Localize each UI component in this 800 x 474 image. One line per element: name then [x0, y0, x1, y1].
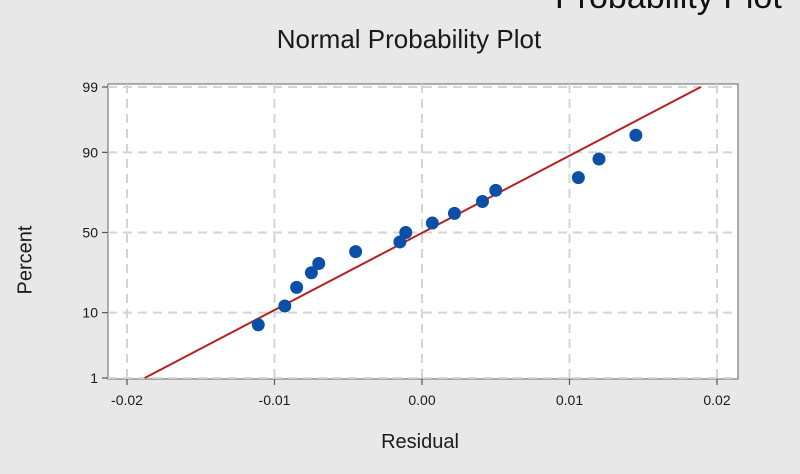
y-tick-label: 50 — [82, 225, 98, 241]
data-point — [447, 206, 461, 220]
data-point — [571, 171, 585, 185]
data-point — [251, 318, 265, 332]
data-point — [399, 226, 413, 239]
data-point — [425, 216, 439, 230]
data-point — [290, 280, 304, 294]
x-axis-label: Residual — [381, 431, 459, 453]
data-point — [592, 152, 606, 166]
data-point — [278, 299, 292, 313]
x-tick-label: 0.01 — [556, 392, 583, 408]
fit-line — [144, 86, 702, 379]
x-tick-label: 0.00 — [408, 392, 435, 408]
data-point — [349, 245, 363, 259]
cut-off-heading: Probability Plot — [555, 0, 782, 17]
x-tick-label: -0.01 — [259, 392, 291, 408]
chart-title: Normal Probability Plot — [276, 24, 542, 54]
data-point — [629, 128, 643, 142]
y-tick-label: 90 — [82, 144, 98, 160]
data-point — [489, 183, 503, 197]
y-tick-label: 99 — [82, 79, 98, 95]
data-point — [393, 235, 407, 249]
y-tick-label: 1 — [90, 370, 98, 386]
x-tick-label: 0.02 — [703, 392, 730, 408]
y-tick-label: 10 — [82, 305, 98, 321]
data-point — [475, 194, 489, 208]
data-point — [312, 257, 326, 271]
data-point — [304, 266, 318, 280]
x-tick-label: -0.02 — [111, 392, 143, 408]
